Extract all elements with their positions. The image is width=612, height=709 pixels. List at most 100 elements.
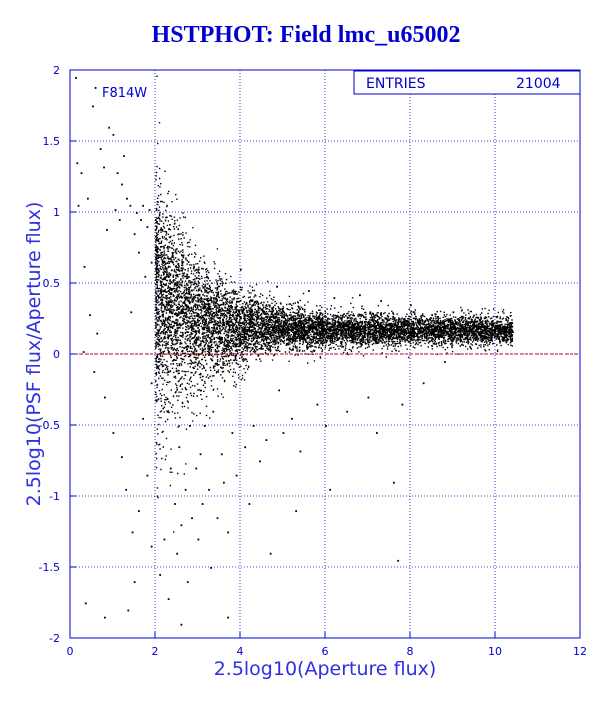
data-point	[182, 254, 185, 257]
y-tick-label: 1.5	[43, 135, 61, 148]
data-point	[121, 456, 123, 459]
x-tick-label: 6	[322, 645, 329, 658]
y-tick-label: -1	[49, 490, 60, 503]
data-point	[299, 450, 302, 453]
data-point	[103, 166, 105, 169]
data-point	[208, 488, 210, 491]
x-tick-label: 10	[488, 645, 502, 658]
data-point	[76, 162, 79, 165]
data-point	[84, 602, 87, 605]
data-point	[278, 389, 281, 392]
data-point	[165, 275, 168, 278]
data-point	[184, 488, 187, 491]
tick-labels: 0 2 4 6 8 10 12 -2 -1.5 -1 -0.5 0 0.5 1 1.5 2	[39, 64, 587, 658]
data-point	[465, 336, 468, 339]
data-point	[240, 268, 242, 271]
data-point	[282, 432, 285, 434]
x-tick-label: 0	[67, 645, 74, 658]
data-point	[376, 432, 378, 434]
y-tick-label: 2	[53, 64, 60, 77]
data-point	[172, 261, 174, 264]
data-point	[367, 396, 370, 399]
data-point	[178, 446, 181, 449]
data-point	[397, 559, 400, 562]
data-point	[108, 126, 111, 129]
y-tick-label: -1.5	[39, 561, 60, 574]
x-tick-label: 12	[573, 645, 587, 658]
data-point	[223, 481, 225, 484]
data-point	[169, 467, 172, 470]
data-point	[99, 148, 102, 150]
data-point	[248, 503, 251, 505]
data-point	[269, 552, 272, 555]
x-axis-label: 2.5log10(Aperture flux)	[214, 658, 437, 680]
data-point	[133, 581, 136, 583]
data-point	[116, 172, 119, 175]
data-point	[89, 314, 91, 317]
data-point	[180, 623, 183, 626]
data-point	[125, 488, 128, 491]
data-point	[325, 425, 327, 427]
data-point	[346, 410, 349, 413]
data-point	[295, 510, 298, 512]
dense-point-cloud	[155, 75, 514, 533]
data-point	[276, 285, 278, 288]
data-point	[93, 371, 96, 373]
data-point	[142, 204, 145, 207]
data-point	[163, 538, 166, 541]
data-point	[329, 488, 332, 491]
data-point	[144, 275, 147, 278]
data-point	[142, 417, 145, 420]
data-points	[75, 77, 514, 626]
data-point	[452, 311, 455, 314]
data-point	[244, 446, 247, 449]
data-point	[87, 197, 89, 200]
stats-label: ENTRIES	[366, 76, 426, 92]
filter-label: F814W	[102, 86, 147, 101]
data-point	[150, 545, 153, 548]
data-point	[126, 197, 128, 200]
data-point	[150, 261, 153, 264]
data-point	[193, 265, 196, 268]
data-point	[92, 105, 94, 108]
y-tick-label: 0.5	[43, 277, 61, 290]
data-point	[265, 439, 268, 441]
y-tick-label: 0	[53, 348, 60, 361]
data-point	[201, 503, 204, 505]
data-point	[422, 382, 425, 385]
data-point	[80, 172, 83, 175]
stats-box: ENTRIES 21004	[353, 70, 581, 95]
x-tick-label: 8	[407, 645, 414, 658]
data-point	[159, 574, 162, 576]
data-point	[112, 133, 115, 136]
data-point	[210, 567, 213, 569]
data-point	[252, 425, 255, 427]
data-point	[393, 481, 395, 484]
data-point	[140, 219, 142, 221]
data-point	[146, 226, 149, 228]
data-point	[308, 290, 310, 292]
data-point	[410, 304, 412, 307]
data-point	[135, 212, 138, 214]
data-point	[127, 609, 130, 612]
data-point	[431, 314, 434, 317]
data-point	[490, 328, 493, 331]
data-point	[210, 290, 213, 292]
data-point	[82, 351, 85, 353]
data-point	[333, 297, 336, 299]
data-point	[186, 581, 189, 583]
data-point	[148, 209, 151, 211]
data-point	[138, 251, 140, 254]
data-point	[94, 87, 97, 89]
data-point	[199, 453, 202, 456]
data-point	[512, 331, 514, 334]
data-point	[227, 531, 230, 534]
data-point	[114, 209, 117, 211]
data-point	[401, 403, 404, 406]
data-point	[231, 432, 234, 434]
data-point	[83, 265, 86, 268]
data-point	[118, 219, 121, 221]
data-point	[206, 275, 208, 278]
data-point	[291, 417, 293, 420]
